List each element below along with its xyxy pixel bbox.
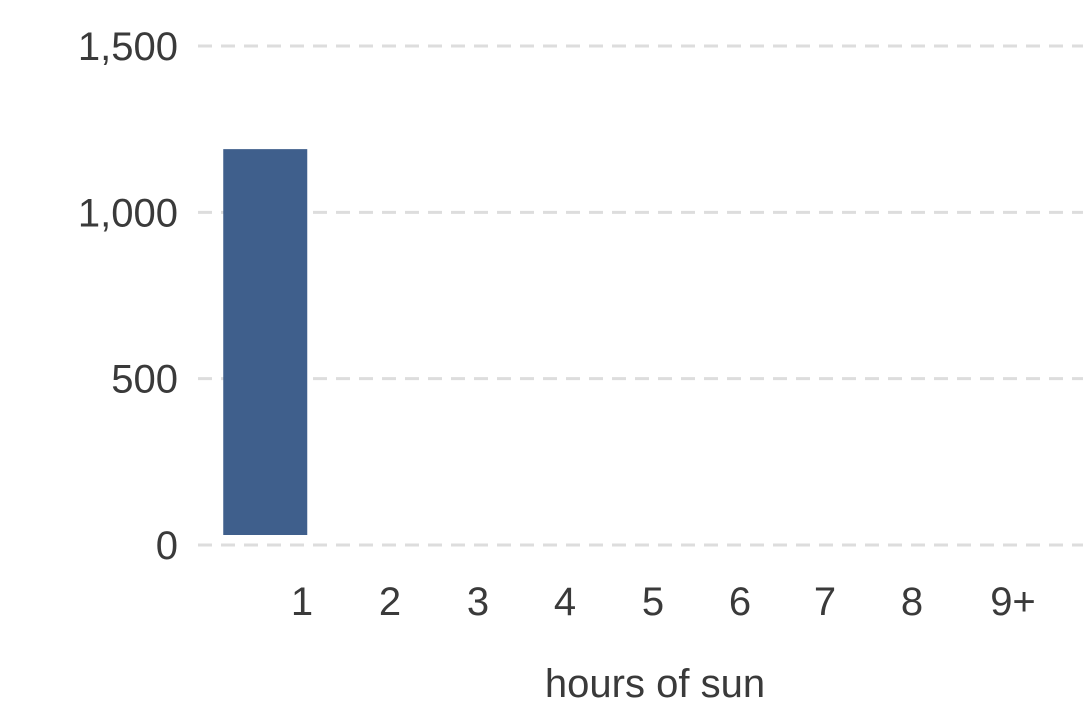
- gridlines: [198, 44, 1083, 547]
- y-axis-tick-labels: 0 500 1,000 1,500: [78, 25, 178, 568]
- x-tick-label: 9+: [990, 580, 1036, 624]
- x-tick-label: 4: [554, 580, 576, 624]
- x-tick-label: 5: [642, 580, 664, 624]
- x-tick-label: 2: [379, 580, 401, 624]
- y-tick-label: 500: [111, 358, 178, 402]
- x-axis-title: hours of sun: [545, 662, 765, 706]
- y-tick-label: 0: [156, 524, 178, 568]
- x-tick-label: 6: [729, 580, 751, 624]
- x-tick-label: 1: [291, 580, 313, 624]
- y-tick-label: 1,500: [78, 25, 178, 69]
- bar-1: [223, 149, 308, 536]
- x-tick-label: 8: [901, 580, 923, 624]
- x-axis-tick-labels: 1 2 3 4 5 6 7 8 9+: [291, 580, 1036, 624]
- bars: [223, 149, 308, 536]
- x-tick-label: 7: [814, 580, 836, 624]
- x-tick-label: 3: [467, 580, 489, 624]
- y-tick-label: 1,000: [78, 191, 178, 235]
